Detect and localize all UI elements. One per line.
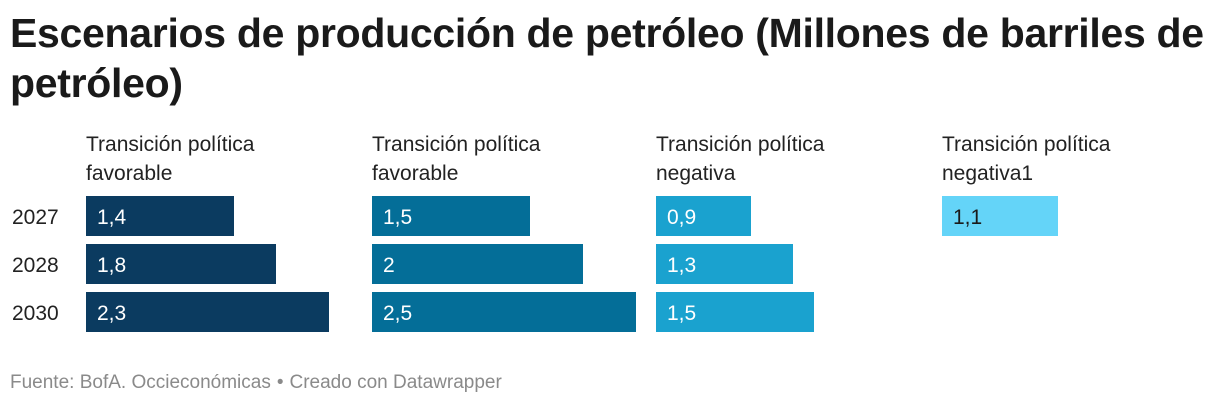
series-label: Transición política bbox=[656, 133, 825, 156]
bar bbox=[372, 196, 530, 236]
credit-link[interactable]: Creado con Datawrapper bbox=[289, 372, 502, 393]
data-label: 1,3 bbox=[667, 254, 696, 277]
chart-title: Escenarios de producción de petróleo (Mi… bbox=[10, 10, 1204, 106]
bar bbox=[86, 196, 234, 236]
data-label: 1,5 bbox=[667, 302, 696, 325]
bar bbox=[86, 244, 276, 284]
data-label: 2,5 bbox=[383, 302, 412, 325]
bar bbox=[372, 292, 636, 332]
series-label: favorable bbox=[86, 162, 172, 185]
category-label: 2028 bbox=[12, 254, 59, 277]
series-label: Transición política bbox=[86, 133, 255, 156]
series-label: Transición política bbox=[372, 133, 541, 156]
category-label: 2027 bbox=[12, 206, 59, 229]
data-label: 1,4 bbox=[97, 206, 127, 229]
category-label: 2030 bbox=[12, 302, 59, 325]
bar bbox=[86, 292, 329, 332]
series-label: negativa1 bbox=[942, 162, 1033, 185]
data-label: 1,5 bbox=[383, 206, 412, 229]
chart-footer: Fuente: BofA. Occieconómicas • Creado con … bbox=[10, 372, 502, 394]
bar-chart: 2027 2028 2030 Transición política favorable… bbox=[12, 133, 1111, 332]
data-label: 2,3 bbox=[97, 302, 126, 325]
data-label: 0,9 bbox=[667, 206, 696, 229]
bar bbox=[656, 196, 751, 236]
bar bbox=[656, 292, 814, 332]
bar bbox=[656, 244, 793, 284]
data-label: 2 bbox=[383, 254, 395, 277]
bar bbox=[372, 244, 583, 284]
bar bbox=[942, 196, 1058, 236]
series-label: favorable bbox=[372, 162, 458, 185]
series-label: negativa bbox=[656, 162, 736, 185]
footer-separator: • bbox=[276, 372, 284, 393]
source-note: Fuente: BofA. Occieconómicas bbox=[10, 372, 271, 393]
series-label: Transición política bbox=[942, 133, 1111, 156]
data-label: 1,1 bbox=[953, 206, 982, 229]
data-label: 1,8 bbox=[97, 254, 126, 277]
